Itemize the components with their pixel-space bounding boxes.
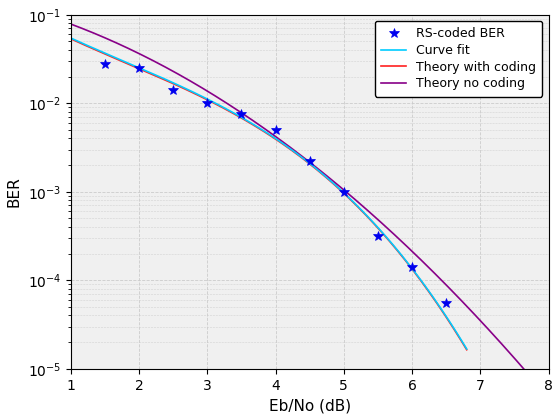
Theory with coding [463,347,470,352]
Curve fit [258,127,264,132]
Curve fit [255,125,262,130]
Legend: RS-coded BER, Curve fit, Theory with coding, Theory no coding: RS-coded BER, Curve fit, Theory with cod… [375,21,543,97]
Line: Theory with coding: Theory with coding [71,39,466,350]
Curve fit [463,346,470,352]
RS-coded BER [443,301,450,306]
RS-coded BER [306,159,313,164]
RS-coded BER [170,88,176,93]
Theory no coding [326,176,333,181]
Theory with coding [282,143,288,148]
Line: RS-coded BER: RS-coded BER [100,59,451,308]
Theory no coding [545,395,552,400]
RS-coded BER [238,112,245,117]
Theory no coding [67,21,74,26]
Y-axis label: BER: BER [7,176,22,207]
RS-coded BER [340,189,347,194]
Curve fit [303,158,310,163]
Theory no coding [297,152,304,158]
RS-coded BER [204,101,211,106]
Theory with coding [258,127,264,132]
Theory no coding [352,197,358,202]
Line: Theory no coding: Theory no coding [71,24,549,398]
RS-coded BER [409,265,416,270]
RS-coded BER [272,127,279,132]
Theory with coding [454,332,460,337]
Curve fit [67,36,74,41]
RS-coded BER [101,61,108,66]
Curve fit [392,245,399,250]
Curve fit [282,142,288,147]
Theory with coding [303,159,310,164]
Theory no coding [534,382,540,387]
RS-coded BER [136,66,142,71]
Theory no coding [295,150,301,155]
Theory no coding [459,299,466,304]
Theory with coding [67,36,74,41]
Theory with coding [255,126,262,131]
Theory with coding [392,246,399,251]
RS-coded BER [375,233,381,238]
X-axis label: Eb/No (dB): Eb/No (dB) [269,398,351,413]
Curve fit [454,331,460,336]
Line: Curve fit: Curve fit [71,38,466,349]
